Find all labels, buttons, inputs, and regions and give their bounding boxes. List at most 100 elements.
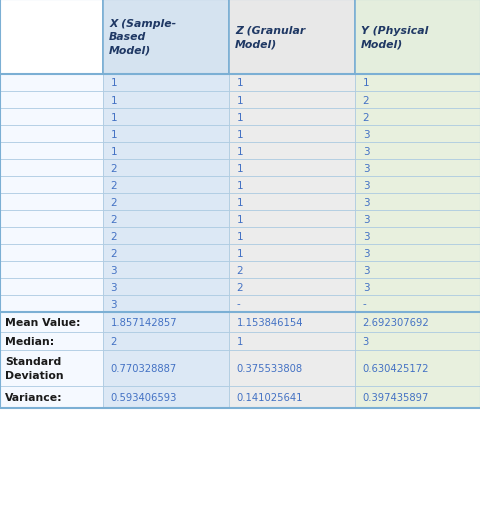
Bar: [229, 313, 355, 332]
Bar: [229, 228, 355, 244]
Bar: [0, 313, 103, 332]
Bar: [229, 177, 355, 193]
Bar: [355, 0, 480, 75]
Text: -: -: [236, 299, 240, 309]
Text: X (Sample-
Based
Model): X (Sample- Based Model): [109, 19, 176, 56]
Bar: [0, 228, 103, 244]
Bar: [0, 160, 103, 177]
Bar: [355, 160, 480, 177]
Text: 3: 3: [362, 163, 369, 173]
Bar: [355, 332, 480, 350]
Bar: [355, 193, 480, 211]
Bar: [355, 350, 480, 386]
Text: Median:: Median:: [5, 336, 54, 346]
Bar: [229, 92, 355, 109]
Text: 3: 3: [362, 248, 369, 258]
Bar: [355, 143, 480, 160]
Text: -: -: [362, 299, 366, 309]
Bar: [103, 109, 229, 126]
Bar: [0, 126, 103, 143]
Text: 0.770328887: 0.770328887: [110, 363, 177, 373]
Bar: [103, 350, 229, 386]
Bar: [355, 244, 480, 262]
Text: 0.141025641: 0.141025641: [236, 392, 302, 402]
Bar: [0, 0, 103, 75]
Bar: [103, 278, 229, 295]
Bar: [0, 295, 103, 313]
Bar: [0, 332, 103, 350]
Bar: [355, 278, 480, 295]
Text: 1: 1: [236, 95, 243, 105]
Bar: [355, 313, 480, 332]
Bar: [0, 143, 103, 160]
Bar: [103, 211, 229, 228]
Bar: [229, 350, 355, 386]
Bar: [0, 211, 103, 228]
Bar: [355, 262, 480, 278]
Text: 1: 1: [110, 78, 117, 88]
Bar: [103, 193, 229, 211]
Text: 3: 3: [362, 231, 369, 241]
Text: 3: 3: [362, 180, 369, 190]
Bar: [229, 386, 355, 408]
Bar: [229, 75, 355, 92]
Bar: [355, 228, 480, 244]
Text: 1: 1: [236, 336, 242, 346]
Text: 2: 2: [110, 231, 117, 241]
Text: 0.375533808: 0.375533808: [236, 363, 302, 373]
Bar: [103, 332, 229, 350]
Bar: [0, 177, 103, 193]
Bar: [355, 177, 480, 193]
Text: 2: 2: [362, 95, 369, 105]
Bar: [103, 244, 229, 262]
Bar: [229, 211, 355, 228]
Bar: [103, 92, 229, 109]
Bar: [0, 244, 103, 262]
Bar: [103, 160, 229, 177]
Bar: [229, 295, 355, 313]
Bar: [103, 143, 229, 160]
Bar: [229, 193, 355, 211]
Text: 3: 3: [362, 146, 369, 156]
Bar: [0, 109, 103, 126]
Bar: [355, 295, 480, 313]
Text: 2: 2: [236, 265, 243, 275]
Bar: [103, 295, 229, 313]
Bar: [0, 350, 103, 386]
Bar: [355, 109, 480, 126]
Text: Mean Value:: Mean Value:: [5, 317, 80, 327]
Bar: [229, 278, 355, 295]
Text: 1: 1: [362, 78, 369, 88]
Text: Variance:: Variance:: [5, 392, 62, 402]
Text: 0.397435897: 0.397435897: [362, 392, 428, 402]
Text: 1.857142857: 1.857142857: [110, 317, 177, 327]
Text: 3: 3: [362, 336, 368, 346]
Bar: [103, 228, 229, 244]
Bar: [103, 126, 229, 143]
Bar: [229, 160, 355, 177]
Bar: [103, 75, 229, 92]
Text: 3: 3: [362, 265, 369, 275]
Text: 3: 3: [362, 282, 369, 292]
Bar: [355, 75, 480, 92]
Text: 2: 2: [110, 214, 117, 224]
Text: 1: 1: [110, 146, 117, 156]
Text: 3: 3: [362, 214, 369, 224]
Text: 2: 2: [110, 180, 117, 190]
Bar: [229, 332, 355, 350]
Bar: [103, 177, 229, 193]
Text: 2: 2: [362, 112, 369, 122]
Text: 1: 1: [236, 197, 243, 207]
Text: 1: 1: [236, 180, 243, 190]
Text: 3: 3: [362, 129, 369, 139]
Bar: [103, 0, 229, 75]
Text: 3: 3: [110, 282, 117, 292]
Bar: [103, 386, 229, 408]
Bar: [0, 75, 103, 92]
Bar: [229, 244, 355, 262]
Text: 3: 3: [362, 197, 369, 207]
Text: 2.692307692: 2.692307692: [362, 317, 429, 327]
Text: 1: 1: [236, 231, 243, 241]
Bar: [229, 262, 355, 278]
Bar: [0, 262, 103, 278]
